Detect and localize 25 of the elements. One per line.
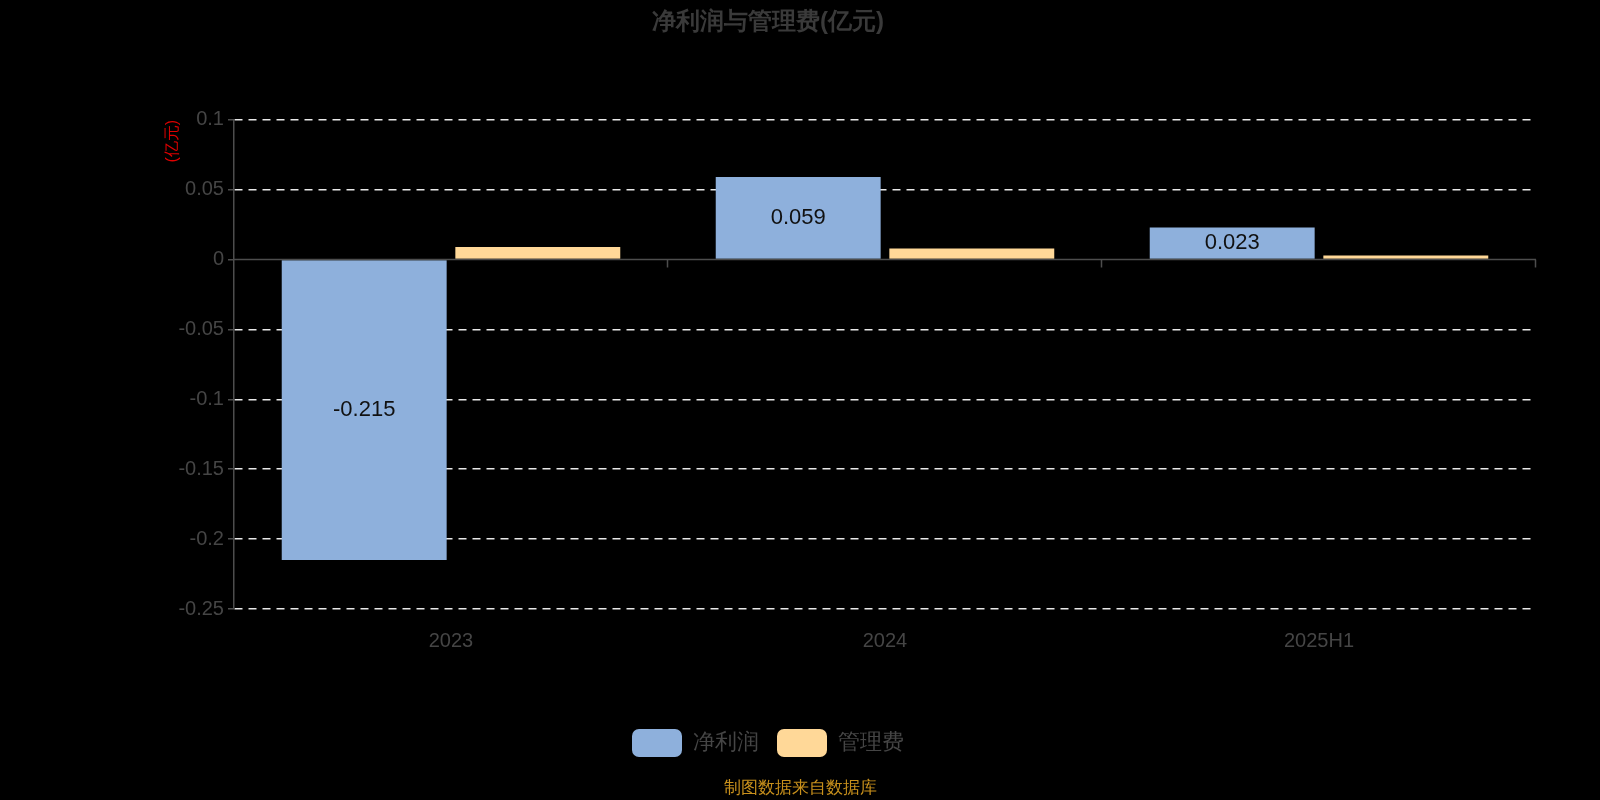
y-axis-title: (亿元) [163, 119, 181, 163]
y-tick-label: -0.1 [189, 386, 224, 409]
legend-label: 净利润 [693, 729, 759, 755]
bar [455, 246, 621, 259]
bar [715, 177, 881, 259]
y-tick-label: -0.25 [178, 596, 224, 619]
legend-label: 管理费 [838, 729, 904, 755]
bar [1323, 255, 1489, 259]
x-tick-label: 2024 [862, 628, 908, 651]
bar [281, 260, 447, 561]
bar [889, 248, 1055, 259]
text: 制图数据来自数据库 [723, 777, 877, 797]
y-tick-label: 0.1 [196, 107, 224, 130]
y-tick-label: -0.2 [189, 526, 224, 549]
x-tick-label: 2023 [428, 628, 474, 651]
y-tick-label: 0 [212, 247, 224, 270]
data-label: -0.215 [333, 396, 396, 422]
chart-title: 净利润与管理费(亿元) [652, 7, 884, 35]
bar [1149, 227, 1315, 259]
x-tick-label: 2025H1 [1283, 628, 1355, 651]
data-label: 0.023 [1204, 229, 1260, 255]
y-tick-label: -0.15 [178, 456, 224, 479]
y-tick-label: -0.05 [178, 316, 224, 339]
y-tick-label: 0.05 [185, 177, 224, 200]
data-label: 0.059 [770, 204, 826, 230]
